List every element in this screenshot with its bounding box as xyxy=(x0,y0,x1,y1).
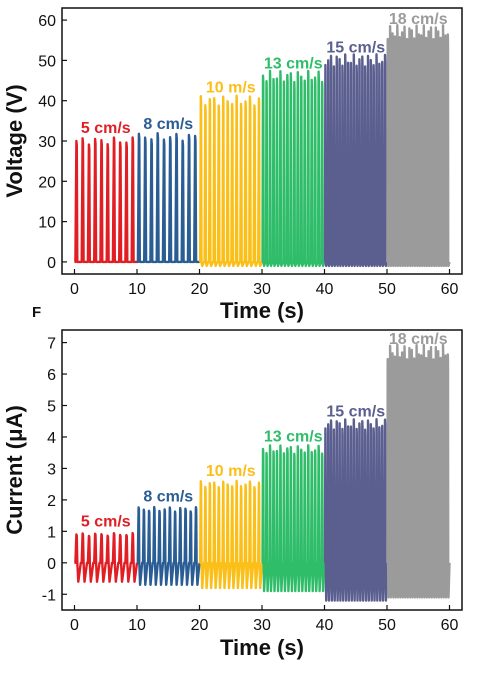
current-series-labels: 5 cm/s 8 cm/s 10 m/s 13 cm/s15 cm/s 18 cm/s xyxy=(81,331,448,530)
voltage-x-tick-label-0: 0 xyxy=(70,281,79,298)
current-y-tick-label-4: 3 xyxy=(47,461,56,478)
voltage-y-tick-label-0: 0 xyxy=(47,255,56,272)
current-trace-0 xyxy=(74,531,139,583)
panel-letter: F xyxy=(32,304,41,321)
current-x-tick-label-1: 10 xyxy=(128,617,146,634)
current-y-tick-label-0: -1 xyxy=(42,587,56,604)
voltage-x-tick-label-3: 30 xyxy=(253,281,271,298)
voltage-series-label-0: 5 cm/s xyxy=(81,120,131,137)
voltage-x-tick-label-6: 60 xyxy=(441,281,459,298)
current-x-axis-label: Time (s) xyxy=(220,635,304,660)
voltage-y-tick-label-4: 40 xyxy=(38,94,56,111)
current-y-tick-label-3: 2 xyxy=(47,493,56,510)
current-axis-ticks: 0 10 20 30 40 50 60 -1 0 1 2 3 4 5 6 7 xyxy=(42,336,459,634)
current-y-axis-label: Current (μA) xyxy=(2,405,27,535)
voltage-x-tick-label-4: 40 xyxy=(316,281,334,298)
current-trace-5 xyxy=(386,343,451,599)
current-y-tick-label-2: 1 xyxy=(47,524,56,541)
voltage-x-tick-label-1: 10 xyxy=(128,281,146,298)
voltage-trace-5 xyxy=(386,24,451,268)
current-traces xyxy=(74,343,451,602)
voltage-trace-4 xyxy=(323,53,389,268)
current-series-label-1: 8 cm/s xyxy=(143,488,193,505)
current-series-label-3: 13 cm/s xyxy=(264,429,323,446)
voltage-traces xyxy=(74,24,451,268)
voltage-series-label-4: 15 cm/s xyxy=(326,39,385,56)
voltage-trace-2 xyxy=(198,94,264,268)
voltage-y-tick-label-3: 30 xyxy=(38,134,56,151)
current-series-label-5: 18 cm/s xyxy=(389,331,448,348)
voltage-series-label-5: 18 cm/s xyxy=(389,11,448,28)
voltage-panel: 0 10 20 30 40 50 60 0 10 20 30 40 50 60 5 cm/s 8 cm/s 1… xyxy=(2,7,463,323)
current-series-label-4: 15 cm/s xyxy=(326,403,385,420)
current-series-label-2: 10 m/s xyxy=(206,463,256,480)
voltage-y-tick-label-1: 10 xyxy=(38,215,56,232)
current-y-tick-label-1: 0 xyxy=(47,556,56,573)
current-x-tick-label-4: 40 xyxy=(316,617,334,634)
current-y-tick-label-8: 7 xyxy=(47,336,56,353)
current-series-label-0: 5 cm/s xyxy=(81,513,131,530)
current-x-tick-label-0: 0 xyxy=(70,617,79,634)
voltage-series-label-3: 13 cm/s xyxy=(264,56,323,73)
voltage-x-tick-label-5: 50 xyxy=(378,281,396,298)
voltage-y-tick-label-5: 50 xyxy=(38,53,56,70)
current-x-tick-label-3: 30 xyxy=(253,617,271,634)
current-x-tick-label-6: 60 xyxy=(441,617,459,634)
voltage-y-axis-label: Voltage (V) xyxy=(2,84,27,197)
current-x-tick-label-2: 20 xyxy=(191,617,209,634)
voltage-series-labels: 5 cm/s 8 cm/s 10 m/s 13 cm/s15 cm/s18 cm/s xyxy=(81,11,448,137)
voltage-y-tick-label-2: 20 xyxy=(38,174,56,191)
voltage-x-tick-label-2: 20 xyxy=(191,281,209,298)
current-panel: 0 10 20 30 40 50 60 -1 0 1 2 3 4 5 6 7 5 cm/s 8 cm/s 10 m… xyxy=(2,329,463,660)
current-trace-3 xyxy=(261,444,326,593)
voltage-y-tick-label-6: 60 xyxy=(38,13,56,30)
current-x-tick-label-5: 50 xyxy=(378,617,396,634)
current-y-tick-label-5: 4 xyxy=(47,430,56,447)
current-trace-1 xyxy=(136,505,201,586)
current-y-tick-label-6: 5 xyxy=(47,399,56,416)
voltage-axis-ticks: 0 10 20 30 40 50 60 0 10 20 30 40 50 60 xyxy=(38,13,458,298)
voltage-series-label-1: 8 cm/s xyxy=(143,116,193,133)
voltage-trace-1 xyxy=(136,131,200,264)
current-y-tick-label-7: 6 xyxy=(47,367,56,384)
voltage-series-label-2: 10 m/s xyxy=(206,80,256,97)
current-trace-2 xyxy=(198,479,264,590)
current-trace-4 xyxy=(323,418,389,602)
voltage-trace-3 xyxy=(261,69,326,268)
voltage-trace-0 xyxy=(74,136,137,264)
voltage-x-axis-label: Time (s) xyxy=(220,298,304,323)
